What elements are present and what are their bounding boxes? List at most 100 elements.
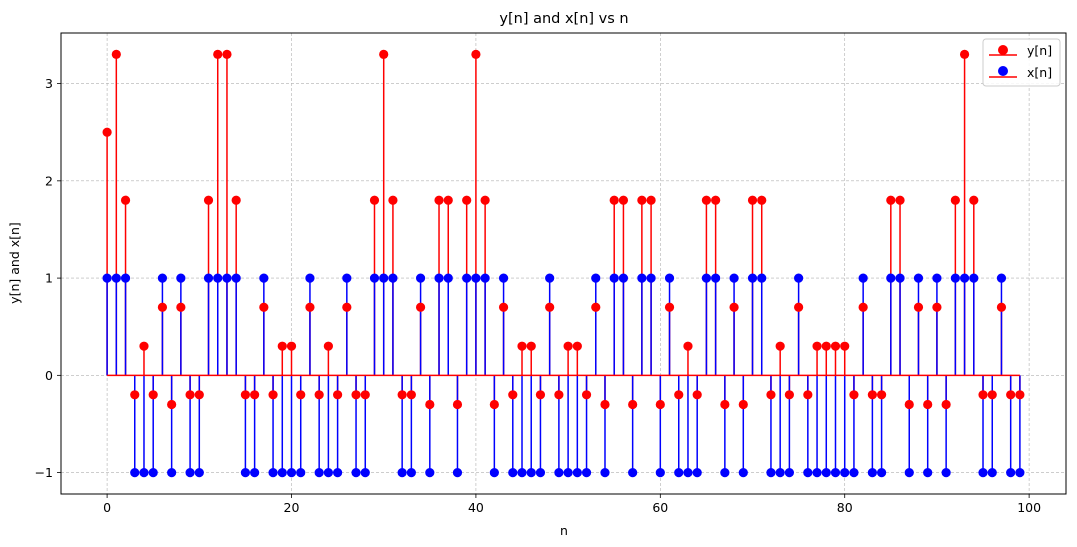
marker-y	[231, 195, 241, 205]
marker-y	[425, 399, 435, 410]
marker-x	[923, 468, 933, 478]
marker-x	[738, 468, 748, 478]
marker-y	[803, 390, 813, 400]
marker-y	[120, 195, 131, 205]
marker-x	[646, 273, 656, 283]
marker-x	[259, 273, 269, 283]
marker-x	[526, 468, 536, 478]
marker-y	[1015, 390, 1025, 400]
marker-x	[379, 273, 389, 283]
marker-x	[360, 468, 370, 478]
marker-y	[462, 195, 472, 205]
marker-y	[683, 341, 693, 351]
marker-x	[194, 468, 204, 478]
marker-y	[434, 195, 444, 205]
marker-y	[729, 302, 739, 312]
marker-y	[840, 341, 850, 351]
marker-x	[1006, 468, 1016, 478]
marker-y	[738, 399, 748, 410]
marker-x	[784, 468, 794, 478]
marker-y	[637, 195, 647, 205]
marker-y	[784, 390, 794, 400]
marker-x	[969, 273, 979, 283]
marker-y	[628, 399, 638, 410]
marker-x	[342, 273, 352, 283]
marker-y	[342, 302, 352, 312]
marker-x	[978, 468, 988, 478]
y-axis-label: y[n] and x[n]	[7, 222, 22, 304]
marker-x	[941, 468, 951, 478]
marker-y	[508, 390, 518, 400]
marker-x	[462, 273, 472, 283]
marker-y	[388, 195, 398, 205]
x-tick-label: 80	[837, 500, 853, 515]
marker-x	[498, 273, 509, 283]
marker-y	[185, 390, 195, 400]
marker-x	[489, 468, 499, 478]
marker-y	[148, 390, 158, 400]
marker-x	[609, 273, 619, 283]
marker-x	[692, 468, 702, 478]
marker-y	[277, 341, 287, 351]
marker-x	[406, 468, 416, 478]
marker-x	[388, 273, 398, 283]
marker-y	[222, 49, 232, 59]
marker-x	[231, 273, 241, 283]
marker-y	[1006, 390, 1016, 400]
marker-y	[443, 195, 453, 205]
marker-x	[591, 273, 601, 283]
marker-x	[581, 468, 592, 478]
marker-y	[102, 127, 112, 137]
marker-x	[443, 273, 453, 283]
marker-y	[286, 341, 297, 351]
marker-x	[111, 273, 121, 283]
legend-label-x: x[n]	[1027, 65, 1052, 80]
marker-y	[830, 341, 841, 351]
marker-y	[554, 390, 564, 400]
marker-y	[369, 195, 380, 205]
marker-y	[987, 390, 997, 400]
marker-x	[268, 468, 278, 478]
marker-x	[664, 273, 675, 283]
marker-x	[130, 468, 140, 478]
marker-x	[351, 468, 361, 478]
marker-x	[959, 273, 970, 283]
marker-x	[904, 468, 914, 478]
legend-marker-x	[998, 66, 1008, 76]
marker-y	[535, 390, 546, 400]
y-axis-ticks: −1 0 1 2 3	[35, 76, 61, 480]
marker-x	[895, 273, 905, 283]
marker-y	[858, 302, 868, 312]
y-tick-label: 1	[45, 271, 53, 286]
marker-y	[563, 341, 573, 351]
marker-x	[876, 468, 887, 478]
marker-x	[296, 468, 306, 478]
marker-y	[581, 390, 592, 400]
marker-x	[711, 273, 721, 283]
marker-x	[886, 273, 896, 283]
marker-y	[950, 195, 960, 205]
marker-x	[830, 468, 841, 478]
marker-y	[167, 399, 177, 410]
marker-x	[701, 273, 712, 283]
marker-y	[333, 390, 343, 400]
marker-x	[508, 468, 518, 478]
marker-y	[711, 195, 721, 205]
marker-y	[397, 390, 407, 400]
x-tick-label: 20	[284, 500, 300, 515]
marker-y	[517, 341, 527, 351]
marker-x	[840, 468, 850, 478]
marker-y	[821, 341, 831, 351]
marker-x	[729, 273, 739, 283]
marker-x	[185, 468, 195, 478]
marker-x	[176, 273, 186, 283]
marker-y	[849, 390, 859, 400]
marker-y	[775, 341, 785, 351]
y-tick-label: 0	[45, 368, 53, 383]
marker-y	[655, 399, 665, 410]
marker-y	[130, 390, 140, 400]
marker-y	[747, 195, 758, 205]
marker-x	[323, 468, 333, 478]
marker-x	[757, 273, 767, 283]
